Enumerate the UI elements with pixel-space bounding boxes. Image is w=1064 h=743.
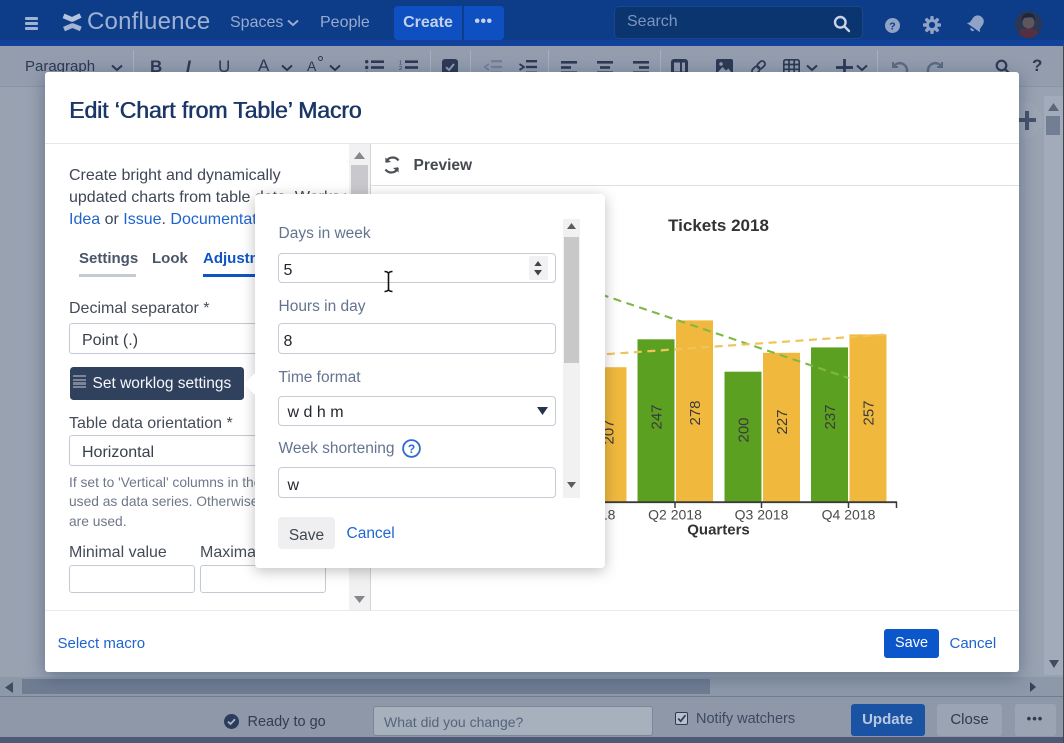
svg-text:247: 247 xyxy=(649,404,666,429)
svg-text:Q3 2018: Q3 2018 xyxy=(735,507,789,523)
svg-text:207: 207 xyxy=(601,419,618,444)
svg-text:?: ? xyxy=(408,442,415,456)
svg-text:2: 2 xyxy=(399,66,402,72)
svg-text:1: 1 xyxy=(399,60,402,66)
svg-text:237: 237 xyxy=(822,404,839,429)
svg-text:?: ? xyxy=(889,20,895,32)
svg-text:257: 257 xyxy=(861,400,878,425)
svg-text:Quarters: Quarters xyxy=(687,522,750,539)
svg-text:Q4 2018: Q4 2018 xyxy=(822,507,876,523)
svg-text:200: 200 xyxy=(736,417,753,442)
svg-text:Tickets 2018: Tickets 2018 xyxy=(668,216,769,235)
svg-text:Q2 2018: Q2 2018 xyxy=(648,507,702,523)
svg-text:278: 278 xyxy=(687,400,704,425)
svg-text:227: 227 xyxy=(774,409,791,434)
